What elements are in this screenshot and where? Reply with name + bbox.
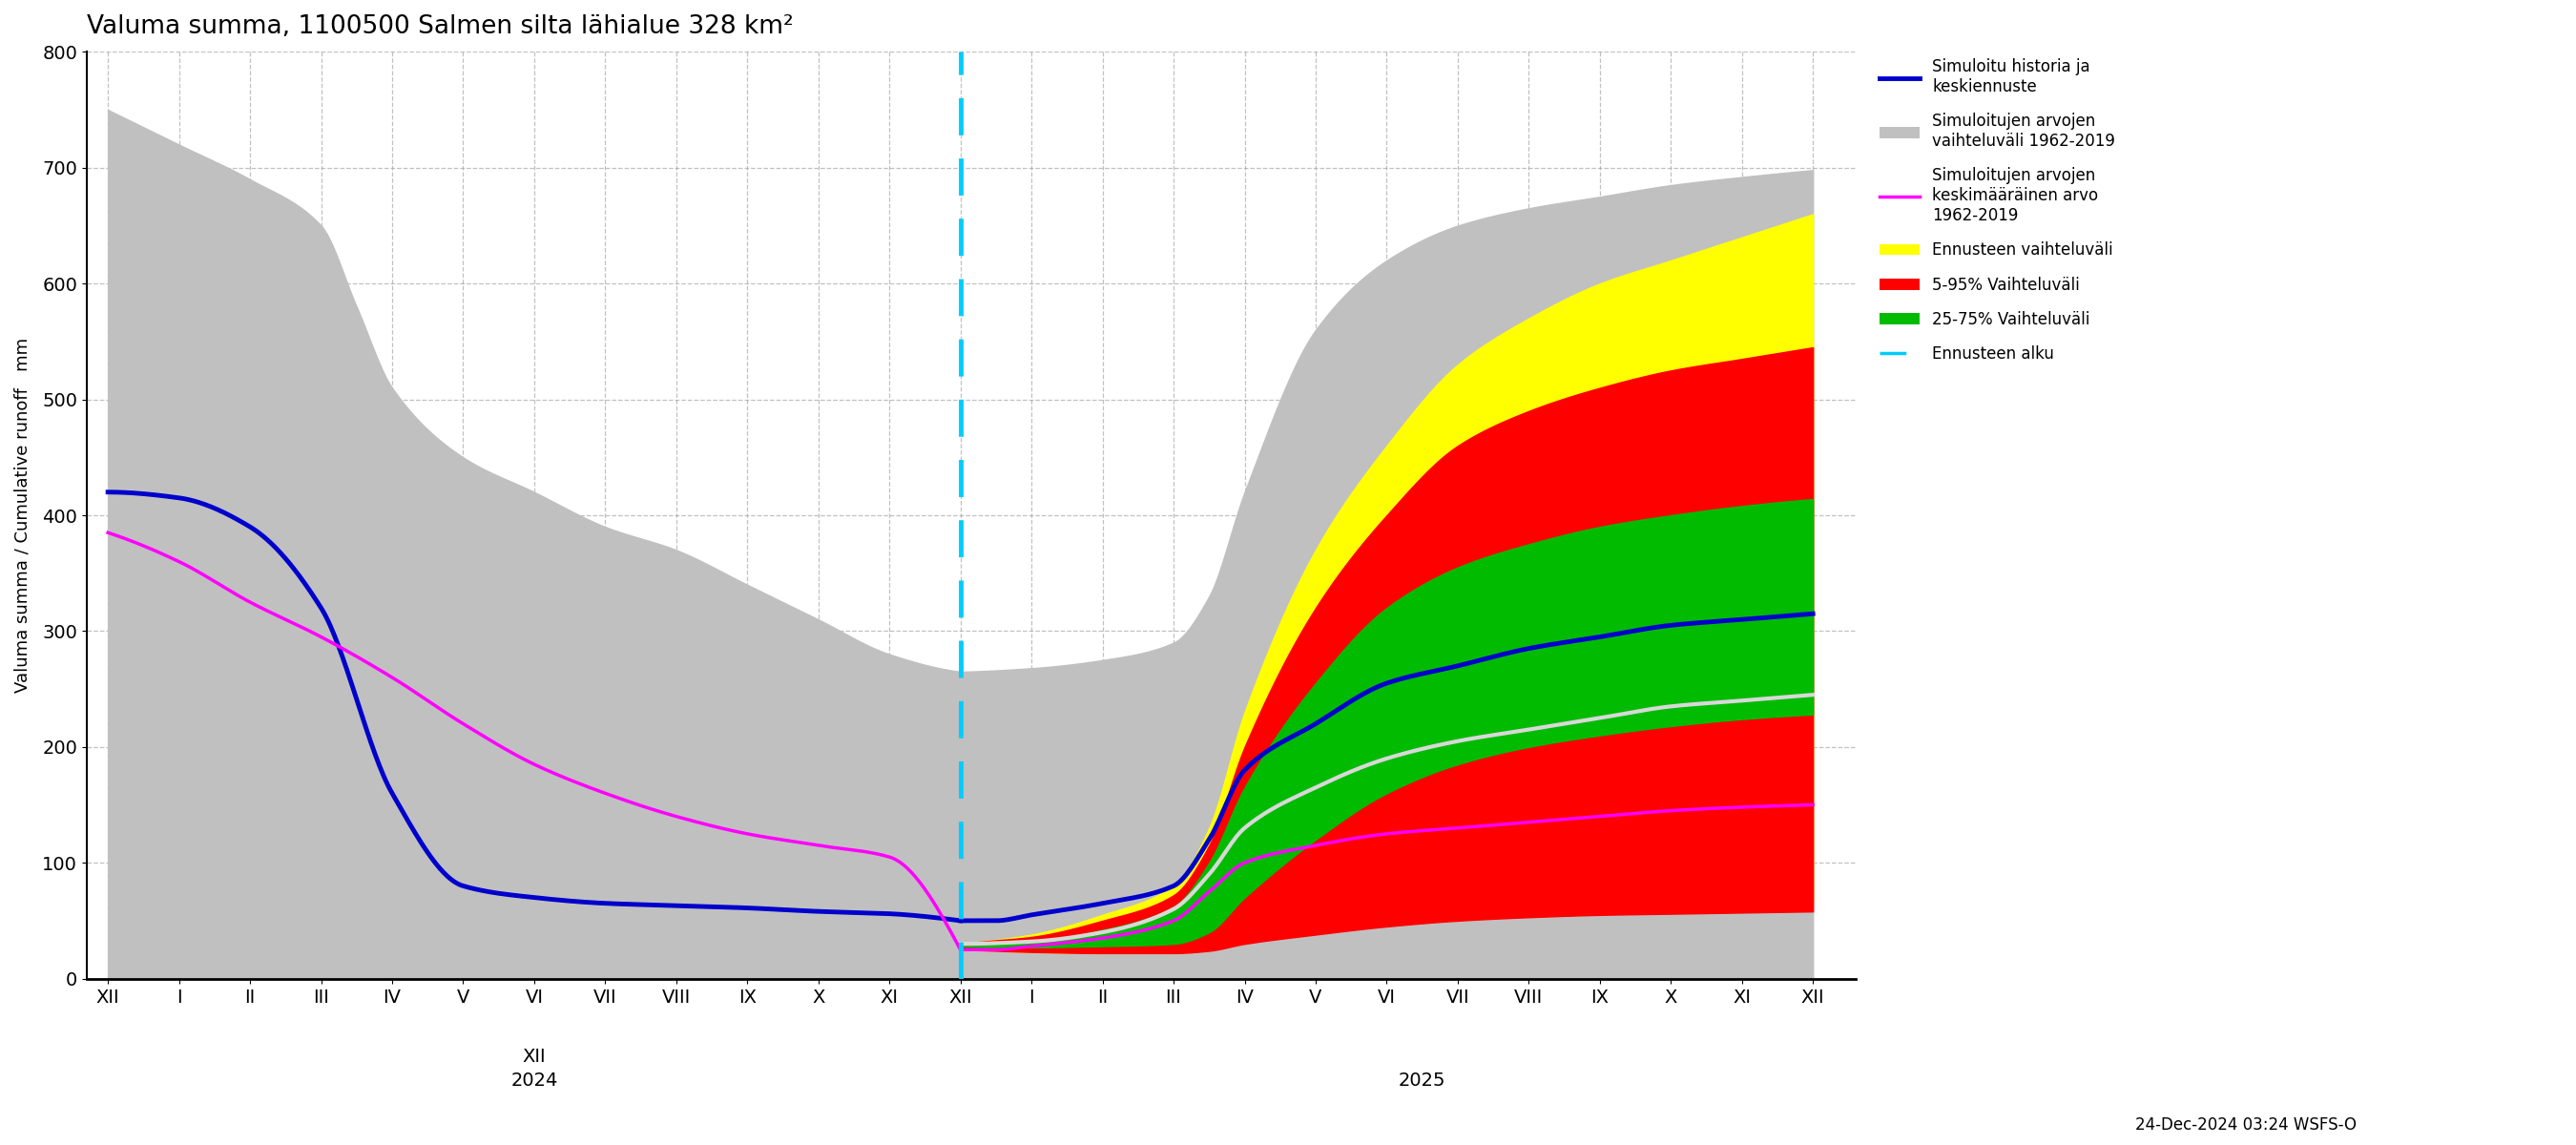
Text: Valuma summa, 1100500 Salmen silta lähialue 328 km²: Valuma summa, 1100500 Salmen silta lähia… xyxy=(88,14,793,39)
Text: 2025: 2025 xyxy=(1399,1072,1445,1089)
Text: 24-Dec-2024 03:24 WSFS-O: 24-Dec-2024 03:24 WSFS-O xyxy=(2136,1116,2357,1134)
Text: XII: XII xyxy=(523,1048,546,1066)
Y-axis label: Valuma summa / Cumulative runoff   mm: Valuma summa / Cumulative runoff mm xyxy=(15,338,31,693)
Legend: Simuloitu historia ja
keskiennuste, Simuloitujen arvojen
vaihteluväli 1962-2019,: Simuloitu historia ja keskiennuste, Simu… xyxy=(1873,52,2123,369)
Text: 2024: 2024 xyxy=(510,1072,559,1089)
